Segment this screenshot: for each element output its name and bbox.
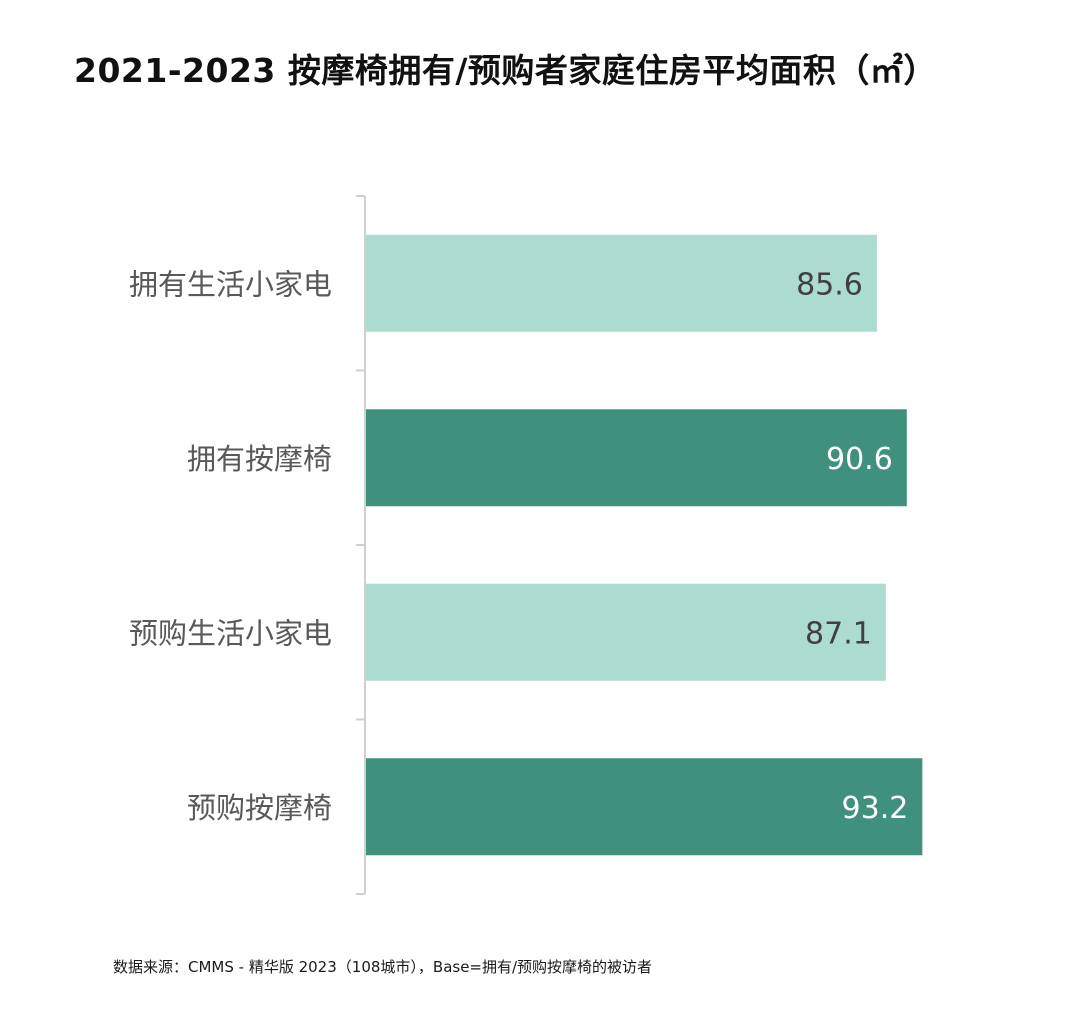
data-source-note: 数据来源：CMMS - 精华版 2023（108城市），Base=拥有/预购按摩… bbox=[113, 958, 653, 976]
bar-4 bbox=[365, 758, 923, 856]
bar-value-label-2: 90.6 bbox=[826, 442, 893, 477]
chart-title: 2021-2023 按摩椅拥有/预购者家庭住房平均面积（㎡） bbox=[74, 51, 937, 90]
bar-value-label-3: 87.1 bbox=[805, 616, 872, 651]
category-label-4: 预购按摩椅 bbox=[187, 791, 332, 825]
category-label-2: 拥有按摩椅 bbox=[187, 442, 332, 476]
bar-value-label-1: 85.6 bbox=[796, 267, 863, 302]
bar-3 bbox=[365, 583, 886, 681]
category-label-3: 预购生活小家电 bbox=[129, 616, 332, 650]
category-label-1: 拥有生活小家电 bbox=[129, 267, 332, 301]
bar-value-label-4: 93.2 bbox=[842, 791, 909, 826]
bar-2 bbox=[365, 409, 907, 507]
bar-1 bbox=[365, 234, 877, 332]
